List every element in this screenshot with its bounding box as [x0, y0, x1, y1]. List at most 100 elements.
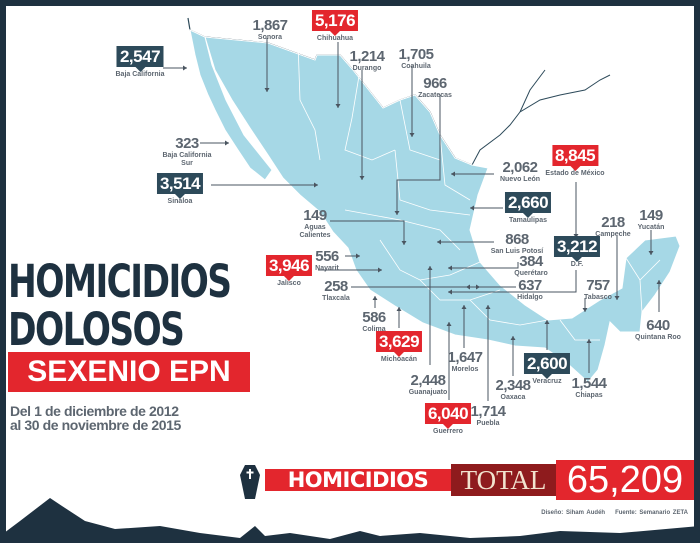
- arrow-head-icon: [466, 284, 470, 290]
- arrow-head-icon: [378, 267, 382, 273]
- state-value: 8,845: [551, 145, 599, 171]
- state-label-quintana-roo: 640 Quintana Roo: [635, 318, 681, 342]
- state-label-hidalgo: 637 Hidalgo: [517, 278, 543, 302]
- arrow-head-icon: [656, 280, 662, 284]
- state-value: 2,348: [495, 377, 531, 394]
- arrow-head-icon: [183, 65, 187, 71]
- leader-lines: [163, 38, 662, 401]
- arrow-head-icon: [394, 211, 400, 215]
- state-value: 3,629: [375, 331, 423, 357]
- state-label-tabasco: 757 Tabasco: [584, 278, 612, 302]
- mainland-mexico: [204, 36, 681, 383]
- leader-df: [448, 270, 577, 293]
- arrow-head-icon: [544, 320, 550, 324]
- us-coast: [471, 69, 611, 166]
- state-value: 1,214: [349, 48, 385, 65]
- state-value: 640: [646, 317, 670, 334]
- state-label-puebla: 1,714 Puebla: [470, 403, 506, 428]
- state-value: 868: [505, 231, 529, 248]
- state-value: 2,062: [502, 159, 538, 176]
- state-label-sonora: 1,867 Sonora: [252, 17, 288, 42]
- arrow-head-icon: [446, 322, 452, 326]
- state-name: Chihuahua: [316, 35, 354, 42]
- state-value: 1,647: [447, 349, 483, 366]
- state-name: Nuevo León: [499, 176, 541, 183]
- date-range: Del 1 de diciembre de 2012 al 30 de novi…: [10, 404, 181, 432]
- state-name: Morelos: [451, 366, 479, 373]
- arrow-head-icon: [401, 241, 407, 245]
- state-value: 637: [518, 277, 542, 294]
- arrow-head-icon: [614, 296, 620, 300]
- state-label-oaxaca: 2,348 Oaxaca: [495, 377, 531, 402]
- state-label-guanajuato: 2,448 Guanajuato: [409, 373, 448, 397]
- arrow-head-icon: [427, 266, 433, 270]
- arrow-head-icon: [461, 305, 467, 309]
- leader-zacatecas: [396, 95, 441, 215]
- state-name: Coahuila: [401, 63, 431, 70]
- state-name: Quintana Roo: [635, 334, 681, 341]
- arrow-head-icon: [648, 251, 654, 255]
- state-value: 2,660: [504, 192, 552, 218]
- state-name: Baja California: [115, 71, 165, 78]
- arrow-head-icon: [510, 336, 516, 340]
- state-value: 2,600: [523, 353, 571, 379]
- state-label-chiapas: 1,544 Chiapas: [571, 375, 607, 400]
- state-name: Baja California Sur: [162, 152, 212, 167]
- title-line2: DOLOSOS: [8, 304, 185, 357]
- arrow-head-icon: [314, 182, 318, 188]
- state-label-yucatan: 149 Yucatán: [638, 208, 665, 232]
- state-name: Guanajuato: [408, 389, 448, 396]
- state-name: Tabasco: [584, 294, 612, 301]
- state-label-nuevo-leon: 2,062 Nuevo León: [500, 160, 540, 184]
- state-value: 1,714: [470, 403, 506, 420]
- title-banner: SEXENIO EPN: [8, 352, 250, 392]
- state-label-chihuahua: 5,176 Chihuahua: [311, 10, 359, 43]
- state-label-df: 3,212 D.F.: [553, 236, 601, 269]
- state-label-morelos: 1,647 Morelos: [447, 349, 483, 374]
- state-name: Puebla: [476, 420, 500, 427]
- state-value: 2,448: [410, 372, 446, 389]
- arrow-head-icon: [437, 239, 441, 245]
- state-label-sinaloa: 3,514 Sinaloa: [156, 173, 204, 206]
- state-value: 2,547: [116, 46, 164, 72]
- state-label-aguas-calientes: 149 Aguas Calientes: [297, 208, 333, 240]
- state-label-queretaro: 384 Querétaro: [514, 254, 547, 278]
- state-label-tlaxcala: 258 Tlaxcala: [322, 279, 350, 303]
- state-label-coahuila: 1,705 Coahuila: [398, 47, 434, 71]
- state-label-colima: 586 Colima: [362, 310, 386, 334]
- state-name: Aguas Calientes: [299, 224, 331, 239]
- state-value: 149: [303, 207, 327, 224]
- leader-queretaro: [448, 262, 519, 269]
- state-value: 6,040: [424, 403, 472, 429]
- date-line2: al 30 de noviembre de 2015: [10, 417, 181, 433]
- total-word: TOTAL: [451, 464, 556, 496]
- state-value: 966: [423, 75, 447, 92]
- infographic: 1,867 Sonora 5,176 Chihuahua 1,214 Durango 1,7…: [6, 6, 694, 543]
- state-value: 1,544: [571, 375, 607, 392]
- state-value: 586: [362, 309, 386, 326]
- state-value: 1,867: [252, 17, 288, 34]
- arrow-head-icon: [476, 284, 480, 290]
- state-name: Zacatecas: [418, 92, 452, 99]
- state-value: 757: [586, 277, 610, 294]
- state-label-nayarit: 556 Nayarit: [315, 249, 339, 273]
- arrow-head-icon: [396, 307, 402, 311]
- state-label-estado-de-mexico: 8,845 Estado de México: [545, 145, 605, 178]
- total-value: 65,209: [556, 460, 694, 500]
- state-name: Hidalgo: [517, 294, 543, 301]
- baja-peninsula: [189, 29, 273, 181]
- arrow-head-icon: [225, 140, 229, 146]
- arrow-head-icon: [586, 339, 592, 343]
- state-name: Chiapas: [575, 392, 603, 399]
- state-value: 3,946: [265, 255, 313, 281]
- state-label-baja-california-sur: 323 Baja California Sur: [161, 136, 213, 168]
- arrow-head-icon: [582, 308, 588, 312]
- state-value: 3,212: [553, 236, 601, 262]
- state-name: Jalisco: [277, 280, 301, 287]
- state-label-zacatecas: 966 Zacatecas: [418, 76, 452, 100]
- state-label-tamaulipas: 2,660 Tamaulipas: [504, 192, 552, 225]
- state-name: Colima: [362, 326, 386, 333]
- state-name: Querétaro: [514, 270, 548, 277]
- design-credit: Diseño: Siham Audéh: [541, 510, 606, 516]
- state-name: Sonora: [257, 34, 283, 41]
